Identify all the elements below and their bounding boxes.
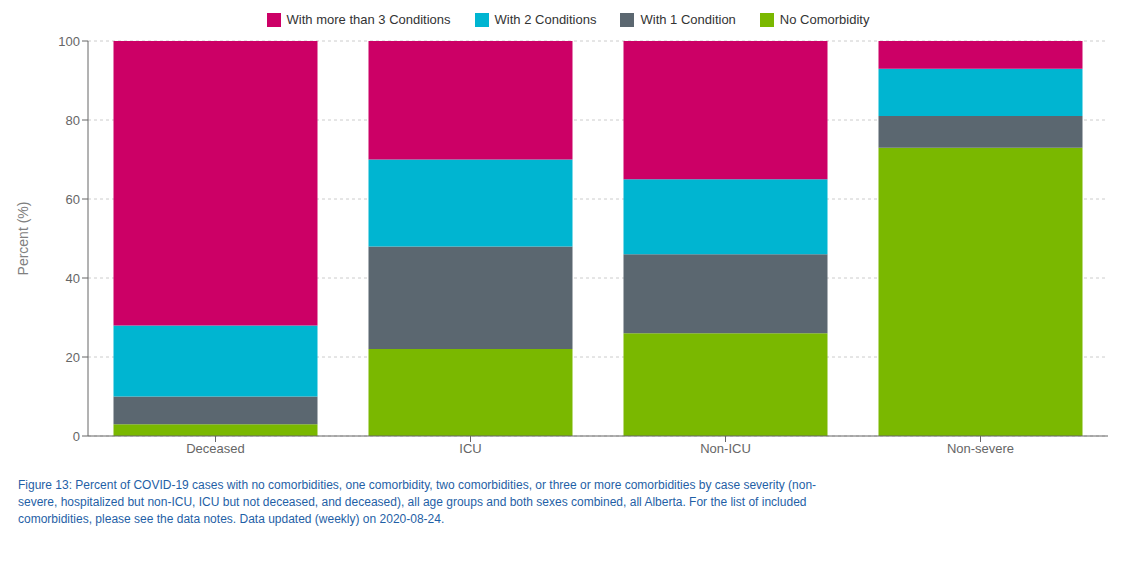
svg-text:Deceased: Deceased <box>186 441 245 456</box>
svg-text:40: 40 <box>66 271 80 286</box>
svg-text:80: 80 <box>66 113 80 128</box>
svg-text:Percent (%): Percent (%) <box>15 202 31 276</box>
svg-text:0: 0 <box>73 429 80 444</box>
html-text:comorbidities, please see the: comorbidities, please see the data notes… <box>18 512 445 526</box>
svg-text:60: 60 <box>66 192 80 207</box>
html-text:No Comorbidity: No Comorbidity <box>779 12 870 27</box>
html-text:With 1 Condition: With 1 Condition <box>640 12 736 27</box>
svg-text:100: 100 <box>58 34 80 49</box>
svg-text:ICU: ICU <box>459 441 481 456</box>
html-text:With 2 Conditions: With 2 Conditions <box>494 12 597 27</box>
html-text:With more than 3 Conditions: With more than 3 Conditions <box>286 12 451 27</box>
html-text:severe, hospitalized but non-I: severe, hospitalized but non-ICU, ICU bu… <box>18 495 807 509</box>
html-text:Figure 13: Percent of COVID-19: Figure 13: Percent of COVID-19 cases wit… <box>18 478 817 492</box>
svg-text:Non-severe: Non-severe <box>947 441 1014 456</box>
svg-text:Non-ICU: Non-ICU <box>700 441 751 456</box>
svg-text:20: 20 <box>66 350 80 365</box>
